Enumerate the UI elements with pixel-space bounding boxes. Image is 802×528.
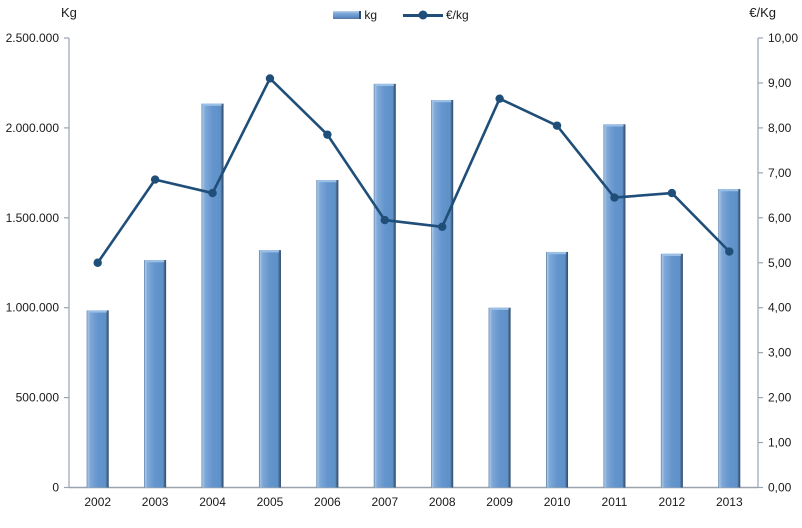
point-2013	[725, 247, 734, 256]
right-axis-tick-label: 6,00	[768, 211, 792, 225]
legend-line-label: €/kg	[446, 8, 469, 22]
bar-top-cap	[259, 250, 279, 253]
left-axis-tick-label: 1.500.000	[6, 211, 60, 225]
point-2010	[552, 121, 562, 130]
right-axis-tick-label: 3,00	[768, 346, 792, 360]
point-2009	[495, 94, 504, 103]
x-axis-label: 2004	[199, 495, 226, 509]
right-axis-tick-label: 2,00	[768, 391, 792, 405]
point-2002	[93, 258, 102, 267]
left-axis-tick-label: 0	[52, 481, 59, 495]
point-2004	[208, 188, 217, 198]
bar-top-cap	[87, 310, 107, 313]
bar-2011	[603, 124, 626, 488]
legend-item-eur-kg: €/kg	[403, 8, 469, 22]
bar-2010	[546, 251, 569, 488]
line-series	[96, 77, 731, 265]
bar-2002	[86, 310, 109, 488]
left-axis-tick-label: 500.000	[16, 391, 60, 405]
bar-top-cap	[374, 83, 394, 87]
bar-2006	[316, 180, 339, 488]
left-axis-title: Kg	[61, 5, 77, 20]
right-axis-tick-label: 7,00	[768, 166, 792, 180]
bar-2008	[431, 100, 454, 488]
legend-bar-label: kg	[364, 8, 377, 22]
bar-top-cap	[432, 100, 452, 103]
bar-top-cap	[145, 260, 165, 263]
bar-2007	[373, 83, 396, 488]
right-axis-tick-label: 5,00	[768, 256, 792, 270]
legend-bar-swatch-icon	[333, 11, 362, 19]
x-axis-label: 2013	[716, 495, 743, 509]
bar-2012	[660, 253, 683, 488]
point-2008	[438, 222, 447, 231]
point-2007	[380, 215, 389, 225]
bar-top-cap	[604, 124, 624, 127]
bar-top-cap	[202, 103, 222, 106]
bar-top-cap	[489, 307, 509, 310]
bar-2013	[718, 189, 741, 488]
x-axis-label: 2007	[371, 495, 398, 509]
left-axis-tick-label: 1.000.000	[6, 301, 60, 315]
bar-2004	[201, 103, 224, 488]
bar-top-cap	[661, 253, 681, 256]
bar-2003	[144, 260, 167, 488]
right-axis-tick-label: 1,00	[768, 436, 792, 450]
bar-top-cap	[317, 180, 337, 183]
right-axis-tick-label: 10,00	[768, 31, 798, 45]
point-2005	[265, 74, 275, 83]
point-2012	[667, 188, 677, 198]
left-axis-tick-label: 2.000.000	[6, 121, 60, 135]
bar-2005	[258, 250, 281, 488]
point-2011	[610, 193, 619, 202]
right-axis-tick-label: 4,00	[768, 301, 792, 315]
right-axis-tick-label: 8,00	[768, 121, 792, 135]
point-2006	[323, 130, 332, 139]
x-axis-label: 2012	[659, 495, 686, 509]
right-axis-tick-label: 9,00	[768, 76, 792, 90]
right-axis-tick-label: 0,00	[768, 481, 792, 495]
right-axis-title: €/Kg	[749, 5, 776, 20]
x-axis-label: 2008	[429, 495, 456, 509]
x-axis-label: 2006	[314, 495, 341, 509]
legend-item-kg: kg	[333, 8, 377, 22]
x-axis-label: 2009	[486, 495, 513, 509]
bar-top-cap	[719, 189, 739, 192]
x-axis-label: 2010	[544, 495, 571, 509]
left-axis-tick-label: 2.500.000	[6, 31, 60, 45]
bar-top-cap	[547, 251, 567, 255]
legend: kg €/kg	[0, 8, 802, 22]
x-axis-label: 2011	[602, 495, 628, 509]
point-2003	[150, 175, 160, 184]
legend-line-swatch-icon	[403, 10, 443, 20]
x-axis-label: 2003	[142, 495, 169, 509]
x-axis-label: 2002	[84, 495, 111, 509]
bar-2009	[488, 307, 511, 488]
x-axis-label: 2005	[257, 495, 284, 509]
